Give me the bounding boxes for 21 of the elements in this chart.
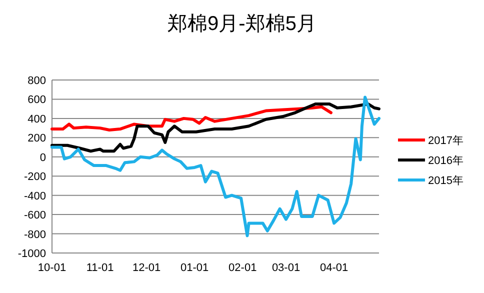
y-tick-label: -1000: [18, 248, 46, 260]
y-tick-label: -800: [24, 228, 46, 241]
x-tick-label: 02-01: [228, 262, 257, 274]
y-tick-label: 600: [28, 94, 46, 106]
x-tick-label: 10-01: [38, 262, 66, 274]
x-tick-label: 04-01: [320, 262, 348, 274]
legend-label: 2017年: [428, 135, 464, 147]
y-tick-label: -600: [24, 210, 46, 222]
legend-label: 2015年: [428, 175, 464, 187]
y-tick-label: 200: [28, 132, 46, 145]
y-tick-label: 400: [28, 113, 46, 126]
x-tick-label: 03-01: [272, 262, 300, 274]
y-tick-label: -400: [24, 190, 46, 202]
y-tick-label: -200: [24, 171, 46, 184]
y-tick-label: 0: [40, 152, 46, 164]
x-tick-label: 01-01: [180, 262, 209, 274]
y-tick-label: 800: [28, 75, 46, 87]
legend-label: 2016年: [428, 155, 464, 167]
x-tick-label: 12-01: [132, 262, 161, 274]
x-tick-label: 11-01: [86, 262, 114, 274]
title: 郑棉9月-郑棉5月: [168, 13, 316, 35]
